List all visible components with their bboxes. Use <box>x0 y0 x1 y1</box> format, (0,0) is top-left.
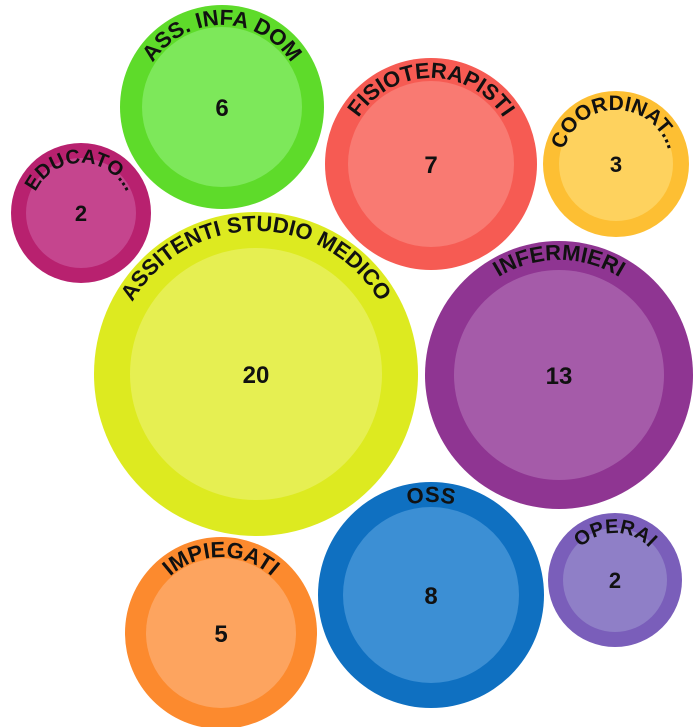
bubble-inner-fisioterapisti <box>348 81 514 247</box>
bubble-inner-operai <box>563 528 667 632</box>
bubble-value-infermieri: 13 <box>546 363 573 390</box>
bubble-inner-assitenti-studio-medico <box>130 248 382 500</box>
bubble-label-oss: OSS <box>405 482 458 510</box>
bubble-inner-oss <box>343 507 519 683</box>
bubble-inner-ass-infa-dom <box>142 27 302 187</box>
bubble-oss: OSS 8 <box>318 482 544 708</box>
bubble-inner-coordinat <box>559 107 673 221</box>
bubble-value-ass-infa-dom: 6 <box>215 95 228 122</box>
bubble-educato: EDUCATO...2 <box>11 143 151 283</box>
bubble-value-oss: 8 <box>424 583 437 610</box>
bubble-value-educato: 2 <box>75 201 87 226</box>
bubble-inner-educato <box>26 158 136 268</box>
bubble-value-operai: 2 <box>609 568 621 593</box>
bubble-inner-impiegati <box>146 558 296 708</box>
bubble-value-fisioterapisti: 7 <box>424 152 437 179</box>
bubble-value-impiegati: 5 <box>214 621 227 648</box>
bubble-value-assitenti-studio-medico: 20 <box>243 362 270 389</box>
bubble-inner-infermieri <box>454 270 664 480</box>
bubble-value-coordinat: 3 <box>610 152 622 177</box>
bubble-coordinat: COORDINAT...3 <box>543 91 689 237</box>
